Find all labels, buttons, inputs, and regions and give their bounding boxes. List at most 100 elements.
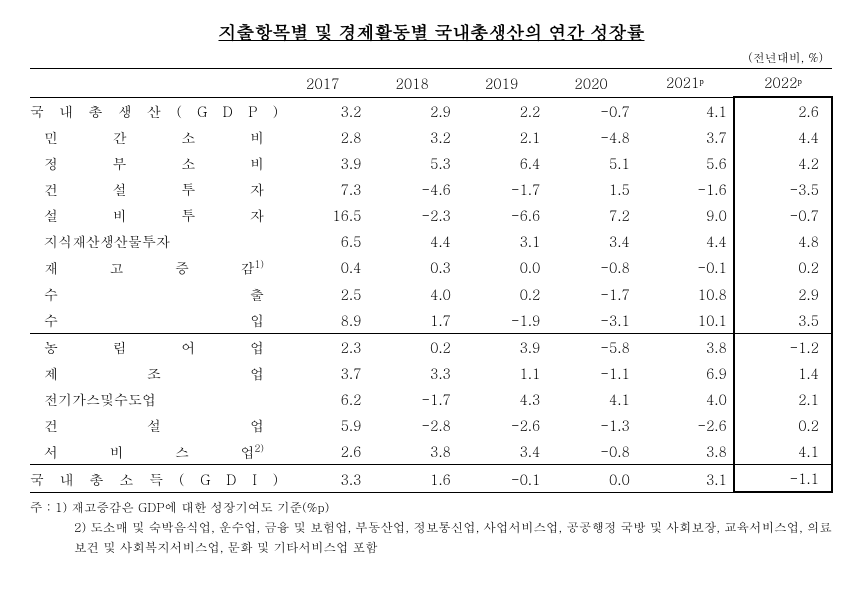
cell: -1.7: [367, 386, 456, 412]
col-2022p: 2022ᵖ: [734, 69, 832, 98]
row-label: 민 간 소 비: [30, 124, 278, 150]
row-label: 건 설 업: [30, 412, 278, 438]
cell: 16.5: [278, 202, 367, 228]
cell: 2.1: [457, 124, 546, 150]
row-label: 설 비 투 자: [30, 202, 278, 228]
cell: 7.3: [278, 176, 367, 202]
cell: 3.2: [367, 124, 456, 150]
cell: 0.2: [457, 281, 546, 307]
footnote-2: 2) 도소매 및 숙박음식업, 운수업, 금융 및 보험업, 부동산업, 정보통…: [30, 517, 833, 557]
footnotes: 주 : 1) 재고증감은 GDP에 대한 성장기여도 기준(%p) 2) 도소매…: [30, 497, 833, 557]
cell: 1.6: [367, 465, 456, 493]
cell: 3.4: [457, 438, 546, 465]
col-2019: 2019: [457, 69, 546, 98]
gdp-growth-table: 2017 2018 2019 2020 2021ᵖ 2022ᵖ 국 내 총 생 …: [30, 68, 833, 493]
row-label: 재 고 증 감1): [30, 254, 278, 281]
cell: 3.3: [278, 465, 367, 493]
cell: 1.1: [457, 360, 546, 386]
cell: -1.9: [457, 307, 546, 334]
cell: 6.4: [457, 150, 546, 176]
cell: -2.3: [367, 202, 456, 228]
row-label: 전기가스및수도업: [30, 386, 278, 412]
table-row: 제 조 업3.73.31.1-1.16.91.4: [30, 360, 832, 386]
cell: -0.8: [546, 438, 635, 465]
cell: 1.7: [367, 307, 456, 334]
cell: 8.9: [278, 307, 367, 334]
table-row: 정 부 소 비3.95.36.45.15.64.2: [30, 150, 832, 176]
table-row: 설 비 투 자16.5-2.3-6.67.29.0-0.7: [30, 202, 832, 228]
cell: 2.6: [734, 97, 832, 124]
cell: -0.7: [734, 202, 832, 228]
table-body: 국 내 총 생 산 ( G D P )3.22.92.2-0.74.12.6민 …: [30, 97, 832, 492]
cell: -0.1: [636, 254, 734, 281]
cell: 2.9: [367, 97, 456, 124]
row-label: 지식재산생산물투자: [30, 228, 278, 254]
cell: 5.6: [636, 150, 734, 176]
cell: -3.5: [734, 176, 832, 202]
cell: 4.1: [734, 438, 832, 465]
cell: 1.4: [734, 360, 832, 386]
cell: 7.2: [546, 202, 635, 228]
cell: 2.9: [734, 281, 832, 307]
cell: -6.6: [457, 202, 546, 228]
cell: -1.7: [457, 176, 546, 202]
cell: 3.1: [457, 228, 546, 254]
cell: 0.3: [367, 254, 456, 281]
cell: 6.5: [278, 228, 367, 254]
cell: 4.0: [367, 281, 456, 307]
cell: 3.8: [636, 438, 734, 465]
cell: 2.2: [457, 97, 546, 124]
cell: -0.7: [546, 97, 635, 124]
cell: 0.0: [546, 465, 635, 493]
table-row: 재 고 증 감1)0.40.30.0-0.8-0.10.2: [30, 254, 832, 281]
row-label: 농 림 어 업: [30, 333, 278, 360]
cell: 5.9: [278, 412, 367, 438]
table-row: 국 내 총 생 산 ( G D P )3.22.92.2-0.74.12.6: [30, 97, 832, 124]
unit-label: (전년대비, %): [30, 49, 833, 66]
header-blank: [30, 69, 278, 98]
cell: 3.1: [636, 465, 734, 493]
cell: 4.4: [367, 228, 456, 254]
row-label: 수 출: [30, 281, 278, 307]
footnote-lead: 주 :: [30, 498, 55, 516]
cell: 3.5: [734, 307, 832, 334]
cell: 4.8: [734, 228, 832, 254]
table-row: 건 설 업5.9-2.8-2.6-1.3-2.60.2: [30, 412, 832, 438]
table-row: 민 간 소 비2.83.22.1-4.83.74.4: [30, 124, 832, 150]
cell: -1.2: [734, 333, 832, 360]
cell: 3.7: [636, 124, 734, 150]
cell: -1.1: [734, 465, 832, 493]
cell: -1.7: [546, 281, 635, 307]
table-row: 국 내 총 소 득 ( G D I )3.31.6-0.10.03.1-1.1: [30, 465, 832, 493]
cell: -0.8: [546, 254, 635, 281]
cell: 2.8: [278, 124, 367, 150]
table-row: 농 림 어 업2.30.23.9-5.83.8-1.2: [30, 333, 832, 360]
table-row: 서 비 스 업2)2.63.83.4-0.83.84.1: [30, 438, 832, 465]
cell: 3.3: [367, 360, 456, 386]
cell: 2.3: [278, 333, 367, 360]
col-2017: 2017: [278, 69, 367, 98]
cell: -1.3: [546, 412, 635, 438]
cell: 4.3: [457, 386, 546, 412]
cell: 3.7: [278, 360, 367, 386]
cell: 3.9: [457, 333, 546, 360]
cell: 0.4: [278, 254, 367, 281]
table-row: 전기가스및수도업6.2-1.74.34.14.02.1: [30, 386, 832, 412]
cell: 1.5: [546, 176, 635, 202]
cell: 6.9: [636, 360, 734, 386]
col-2020: 2020: [546, 69, 635, 98]
table-row: 수 입8.91.7-1.9-3.110.13.5: [30, 307, 832, 334]
row-label: 건 설 투 자: [30, 176, 278, 202]
cell: 0.2: [734, 254, 832, 281]
cell: -5.8: [546, 333, 635, 360]
page-title: 지출항목별 및 경제활동별 국내총생산의 연간 성장률: [30, 20, 833, 45]
cell: 4.1: [636, 97, 734, 124]
cell: 0.2: [367, 333, 456, 360]
cell: -3.1: [546, 307, 635, 334]
table-row: 지식재산생산물투자6.54.43.13.44.44.8: [30, 228, 832, 254]
cell: 3.9: [278, 150, 367, 176]
cell: -1.6: [636, 176, 734, 202]
cell: 0.2: [734, 412, 832, 438]
cell: -2.8: [367, 412, 456, 438]
row-label: 수 입: [30, 307, 278, 334]
